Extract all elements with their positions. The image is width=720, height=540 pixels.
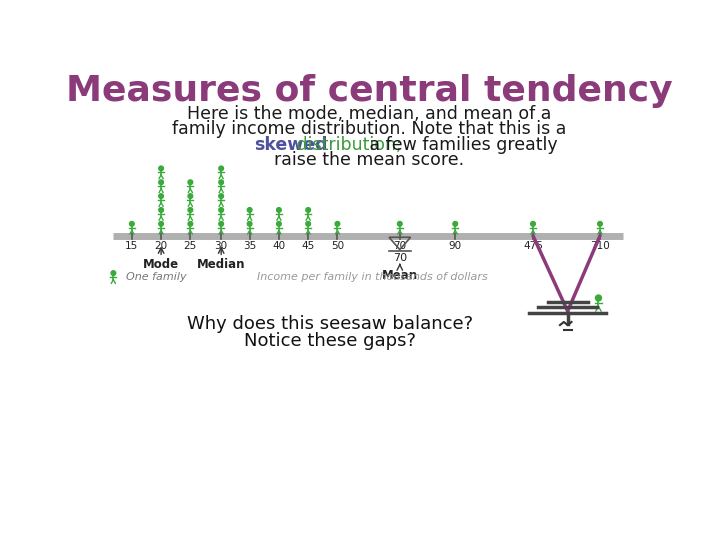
- Circle shape: [219, 221, 223, 226]
- Circle shape: [188, 180, 193, 185]
- Text: 70: 70: [392, 253, 407, 262]
- Circle shape: [188, 208, 193, 212]
- Circle shape: [276, 221, 282, 226]
- Circle shape: [130, 221, 134, 226]
- Text: skewed: skewed: [254, 136, 328, 154]
- Circle shape: [335, 221, 340, 226]
- Text: 475: 475: [523, 241, 543, 251]
- Circle shape: [531, 221, 536, 226]
- Text: 70: 70: [393, 241, 406, 251]
- Text: Income per family in thousands of dollars: Income per family in thousands of dollar…: [257, 272, 488, 282]
- Text: Why does this seesaw balance?: Why does this seesaw balance?: [187, 315, 474, 333]
- Text: Here is the mode, median, and mean of a: Here is the mode, median, and mean of a: [186, 105, 552, 123]
- Circle shape: [598, 221, 603, 226]
- Circle shape: [276, 208, 282, 212]
- Text: Median: Median: [197, 258, 246, 271]
- Circle shape: [159, 221, 163, 226]
- Circle shape: [306, 208, 310, 212]
- Text: a few families greatly: a few families greatly: [364, 136, 558, 154]
- Text: Notice these gaps?: Notice these gaps?: [245, 332, 416, 350]
- Circle shape: [159, 208, 163, 212]
- Text: 90: 90: [449, 241, 462, 251]
- Circle shape: [219, 180, 223, 185]
- Circle shape: [595, 295, 601, 301]
- Text: One family: One family: [126, 272, 186, 282]
- Circle shape: [219, 208, 223, 212]
- Circle shape: [248, 208, 252, 212]
- Circle shape: [397, 221, 402, 226]
- Text: 40: 40: [272, 241, 285, 251]
- Text: 45: 45: [302, 241, 315, 251]
- Text: 710: 710: [590, 241, 610, 251]
- Circle shape: [453, 221, 458, 226]
- Circle shape: [188, 194, 193, 198]
- Circle shape: [159, 166, 163, 171]
- Circle shape: [219, 194, 223, 198]
- Circle shape: [188, 221, 193, 226]
- Text: raise the mean score.: raise the mean score.: [274, 151, 464, 169]
- Text: 50: 50: [331, 241, 344, 251]
- Text: 15: 15: [125, 241, 138, 251]
- Circle shape: [219, 166, 223, 171]
- Text: Mean: Mean: [382, 269, 418, 282]
- Text: 30: 30: [215, 241, 228, 251]
- Circle shape: [159, 194, 163, 198]
- Circle shape: [159, 180, 163, 185]
- Text: distribution;: distribution;: [291, 136, 402, 154]
- Text: 35: 35: [243, 241, 256, 251]
- Text: 20: 20: [155, 241, 168, 251]
- Text: Measures of central tendency: Measures of central tendency: [66, 74, 672, 108]
- Text: Mode: Mode: [143, 258, 179, 271]
- Text: family income distribution. Note that this is a: family income distribution. Note that th…: [172, 120, 566, 138]
- Circle shape: [306, 221, 310, 226]
- Circle shape: [248, 221, 252, 226]
- Text: 25: 25: [184, 241, 197, 251]
- Circle shape: [111, 271, 116, 275]
